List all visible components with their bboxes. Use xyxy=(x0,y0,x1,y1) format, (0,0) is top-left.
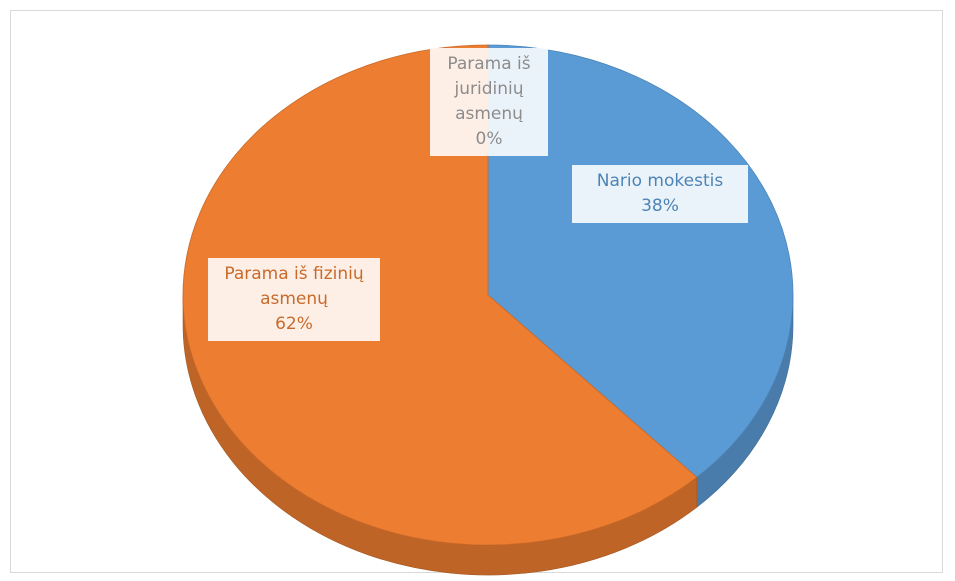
label-value: 38% xyxy=(641,196,679,216)
pie-slice xyxy=(182,44,698,546)
pie-slice xyxy=(487,44,794,478)
data-label: Nario mokestis 38% xyxy=(572,165,748,223)
label-value: 62% xyxy=(275,314,313,334)
label-name: Parama iš juridinių asmenų xyxy=(447,54,531,124)
label-value: 0% xyxy=(475,129,503,149)
label-name: Parama iš fizinių asmenų xyxy=(224,264,364,309)
data-label: Parama iš juridinių asmenų 0% xyxy=(430,48,548,156)
data-label: Parama iš fizinių asmenų 62% xyxy=(208,258,380,341)
label-name: Nario mokestis xyxy=(596,171,724,191)
